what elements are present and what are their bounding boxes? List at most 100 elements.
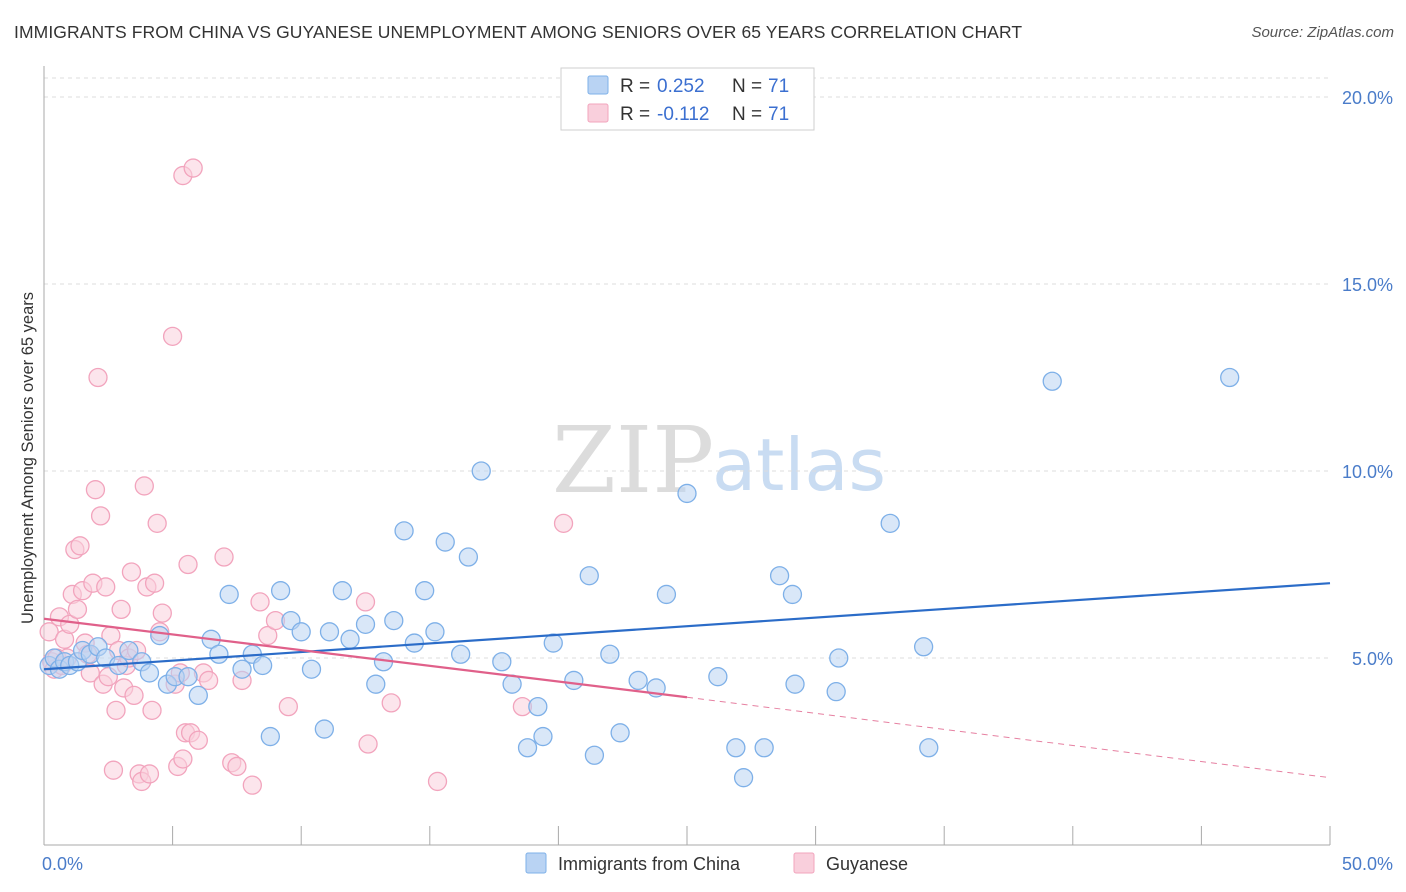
legend-r-value-guyanese: -0.112 <box>657 104 709 125</box>
china-point <box>564 670 584 691</box>
guyanese-point <box>70 536 90 556</box>
china-point <box>451 644 471 664</box>
guyanese-point <box>147 513 167 534</box>
guyanese-point <box>278 696 298 717</box>
china-point <box>579 566 599 586</box>
china-point <box>533 726 553 747</box>
legend-r-label-guyanese: R = <box>620 104 650 125</box>
y-tick-label: 20.0% <box>1342 88 1393 108</box>
guyanese-point <box>67 599 88 620</box>
chart-source: Source: ZipAtlas.com <box>1251 24 1394 41</box>
guyanese-point <box>553 513 574 534</box>
guyanese-point <box>80 663 100 683</box>
guyanese-trend-line <box>43 617 688 699</box>
china-point <box>366 674 386 694</box>
china-point <box>394 521 414 541</box>
china-point <box>270 581 291 601</box>
china-point <box>178 667 198 687</box>
china-point <box>188 685 208 706</box>
chart-title: IMMIGRANTS FROM CHINA VS GUYANESE UNEMPL… <box>14 22 1023 42</box>
guyanese-point <box>198 670 219 691</box>
guyanese-point <box>178 554 198 575</box>
china-trend-line <box>43 582 1331 671</box>
y-tick-label: 15.0% <box>1342 275 1393 295</box>
china-point <box>785 674 805 694</box>
legend-swatch-china <box>587 75 609 95</box>
guyanese-point <box>124 685 144 706</box>
china-point <box>150 625 170 646</box>
guyanese-point <box>355 592 376 612</box>
guyanese-point <box>152 603 172 623</box>
y-axis-title: Unemployment Among Seniors over 65 years <box>19 292 37 624</box>
china-point <box>769 566 790 586</box>
data-points <box>39 158 1240 795</box>
china-point <box>119 640 139 661</box>
china-point <box>528 696 548 717</box>
legend-r-label-china: R = <box>620 76 650 97</box>
china-point <box>913 637 934 657</box>
guyanese-point <box>139 764 160 784</box>
china-point <box>425 622 445 642</box>
legend-n-label-guyanese: N = <box>732 104 762 125</box>
china-point <box>502 674 522 694</box>
china-point <box>355 614 376 634</box>
china-point <box>319 622 340 642</box>
guyanese-point <box>88 367 108 388</box>
china-point <box>1220 367 1240 388</box>
y-tick-label: 5.0% <box>1352 649 1393 669</box>
guyanese-point <box>242 775 262 795</box>
china-point <box>252 655 273 676</box>
china-point <box>340 629 360 649</box>
x-tick-label: 0.0% <box>42 854 83 874</box>
china-point <box>726 738 746 758</box>
china-point <box>628 670 648 691</box>
legend-n-label-china: N = <box>732 76 762 97</box>
watermark: ZIP atlas <box>552 407 886 514</box>
legend: R = 0.252 N = 71 R = -0.112 N = 71 <box>560 67 815 131</box>
china-point <box>543 633 563 653</box>
guyanese-point <box>85 480 106 500</box>
guyanese-point <box>183 158 203 178</box>
china-point <box>291 622 311 642</box>
guyanese-point <box>358 734 378 754</box>
china-point <box>260 726 280 747</box>
guyanese-point <box>121 562 142 582</box>
china-point <box>610 723 630 743</box>
china-point <box>301 659 322 679</box>
guyanese-trend-line-extension <box>686 696 1331 779</box>
china-point <box>209 644 229 664</box>
guyanese-point <box>162 326 183 347</box>
guyanese-point <box>214 547 234 567</box>
legend-n-value-guyanese: 71 <box>768 104 789 125</box>
china-point <box>600 644 620 664</box>
guyanese-point <box>96 577 116 597</box>
guyanese-point <box>111 599 131 620</box>
guyanese-point <box>142 700 162 721</box>
y-tick-labels: 5.0% 10.0% 15.0% 20.0% <box>1342 88 1393 669</box>
series-legend-label-guyanese: Guyanese <box>826 854 908 874</box>
legend-swatch-guyanese <box>587 103 609 123</box>
china-point <box>782 584 803 605</box>
legend-n-value-china: 71 <box>768 76 789 97</box>
x-tick-labels: 0.0% 50.0% <box>42 854 1393 874</box>
china-point <box>415 581 435 601</box>
guyanese-point <box>134 476 154 496</box>
china-point <box>517 738 538 758</box>
series-legend-swatch-guyanese <box>793 852 815 874</box>
guyanese-point <box>90 506 111 526</box>
china-point <box>458 547 479 567</box>
china-point <box>656 584 677 605</box>
legend-r-value-china: 0.252 <box>657 76 705 97</box>
china-point <box>880 513 900 534</box>
x-tick-label: 50.0% <box>1342 854 1393 874</box>
guyanese-point <box>258 625 278 646</box>
series-legend-label-china: Immigrants from China <box>558 854 741 874</box>
china-point <box>314 719 334 739</box>
china-point <box>754 738 774 758</box>
china-point <box>829 648 849 668</box>
china-point <box>471 461 491 481</box>
china-point <box>584 745 605 765</box>
china-point <box>919 738 939 758</box>
guyanese-point <box>106 700 126 721</box>
